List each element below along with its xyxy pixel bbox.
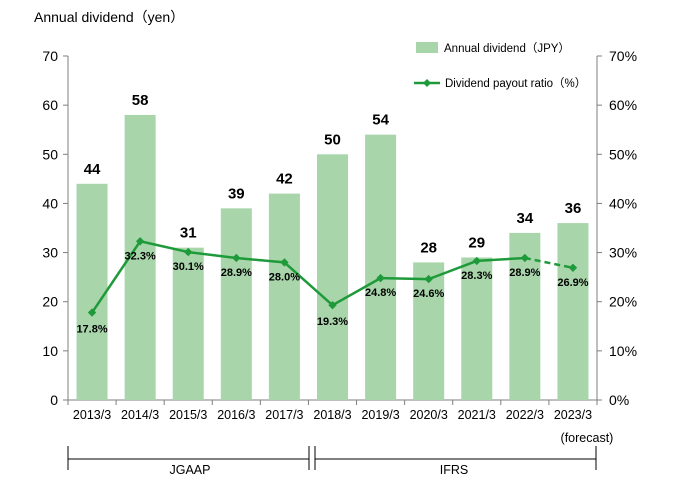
payout-point <box>280 258 289 267</box>
bar <box>268 193 300 400</box>
left-tick-label: 60 <box>42 97 58 113</box>
payout-value-label: 32.3% <box>125 250 156 262</box>
right-tick-label: 60% <box>609 97 637 113</box>
accounting-standards: JGAAP IFRS <box>67 446 597 477</box>
left-tick-label: 40 <box>42 195 58 211</box>
payout-point <box>472 256 481 266</box>
x-tick-label: 2015/3 <box>169 408 207 422</box>
payout-point <box>424 274 433 284</box>
payout-value-label: 28.0% <box>269 271 300 283</box>
payout-line-segment <box>188 250 237 260</box>
left-tick-label: 0 <box>50 392 58 408</box>
payout-point <box>376 273 385 283</box>
bar-value-label: 58 <box>132 92 149 109</box>
payout-line <box>87 237 578 317</box>
bar-value-label: 42 <box>276 171 293 188</box>
bar-value-label: 34 <box>517 210 534 227</box>
payout-value-label: 26.9% <box>557 277 588 289</box>
bar <box>76 183 108 400</box>
payout-line-segment <box>476 256 525 263</box>
bar-value-label: 31 <box>180 225 197 242</box>
payout-line-segment <box>428 259 478 281</box>
right-tick-label: 40% <box>609 195 637 211</box>
payout-line-segment <box>236 256 285 264</box>
right-tick-label: 70% <box>609 48 637 64</box>
payout-labels: 17.8% 32.3% 30.1% 28.9% 28.0% 19.3% 24.8% 24.6%… <box>76 250 588 335</box>
ifrs-label: IFRS <box>440 463 468 477</box>
bar-value-label: 50 <box>324 131 341 148</box>
x-tick-label: 2021/3 <box>458 408 496 422</box>
payout-value-label: 24.8% <box>365 287 396 299</box>
x-tick-label: 2013/3 <box>73 408 111 422</box>
x-tick-label: 2016/3 <box>217 408 255 422</box>
x-tick-label: 2017/3 <box>265 408 303 422</box>
x-tick-label: 2023/3 <box>554 408 592 422</box>
bar-value-label: 39 <box>228 185 245 202</box>
payout-line-segment <box>331 277 382 307</box>
x-tick-label: 2022/3 <box>506 408 544 422</box>
x-tick-labels: 2013/3 2014/3 2015/3 2016/3 2017/3 2018/3 2019… <box>73 408 613 445</box>
bar <box>220 208 252 400</box>
payout-value-label: 17.8% <box>76 324 107 336</box>
bar <box>413 262 445 400</box>
payout-value-label: 28.9% <box>509 267 540 279</box>
payout-point <box>232 253 241 263</box>
payout-point <box>87 308 97 317</box>
bar <box>317 154 348 400</box>
x-tick-label: 2020/3 <box>410 408 448 422</box>
right-tick-label: 0% <box>609 392 629 408</box>
left-tick-label: 70 <box>42 48 58 64</box>
right-tick-label: 20% <box>609 294 637 310</box>
payout-value-label: 24.6% <box>413 288 444 300</box>
left-tick-label: 30 <box>42 245 58 261</box>
payout-point <box>328 300 337 310</box>
bar <box>461 257 493 400</box>
left-tick-label: 20 <box>42 294 58 310</box>
jgaap-label: JGAAP <box>170 463 211 477</box>
forecast-label: (forecast) <box>561 431 614 445</box>
payout-line-segment <box>283 261 334 307</box>
bar-value-label: 54 <box>372 112 389 129</box>
payout-line-segment <box>91 240 142 314</box>
bar-value-label: 36 <box>565 200 582 217</box>
bar <box>172 247 204 400</box>
right-tick-label: 10% <box>609 343 637 359</box>
payout-line-segment-forecast <box>524 256 574 270</box>
right-tick-label: 50% <box>609 146 637 162</box>
x-tick-label: 2019/3 <box>361 408 399 422</box>
legend-line-label: Dividend payout ratio（%） <box>445 77 586 90</box>
legend-bar-label: Annual dividend（JPY） <box>444 42 570 55</box>
left-tick-label: 10 <box>42 343 58 359</box>
payout-value-label: 30.1% <box>173 261 204 273</box>
payout-value-label: 28.9% <box>221 267 252 279</box>
payout-point <box>184 247 193 257</box>
x-tick-label: 2018/3 <box>313 408 351 422</box>
legend-line-marker <box>423 79 431 87</box>
axes: 0 10 20 30 40 50 60 70 0% 10% 20% 30% 40% 50% 60% 70% <box>42 48 637 408</box>
bar-value-label: 44 <box>84 161 101 178</box>
y-axis-title: Annual dividend（yen） <box>34 9 184 25</box>
payout-point <box>520 253 530 263</box>
bar <box>557 223 589 400</box>
payout-value-label: 28.3% <box>461 270 492 282</box>
x-tick-label: 2014/3 <box>121 408 159 422</box>
payout-line-segment <box>380 276 429 281</box>
bar-value-label: 29 <box>468 234 485 251</box>
bar <box>365 134 397 400</box>
payout-point <box>135 237 145 246</box>
payout-value-label: 19.3% <box>317 316 348 328</box>
bar-value-label: 28 <box>420 239 437 256</box>
left-tick-label: 50 <box>42 146 58 162</box>
legend: Annual dividend（JPY） Dividend payout rati… <box>414 42 586 90</box>
legend-bar-swatch <box>416 42 438 53</box>
right-tick-label: 30% <box>609 245 637 261</box>
payout-point <box>568 263 578 273</box>
bars <box>76 114 589 400</box>
payout-line-segment <box>139 240 189 254</box>
bar-labels: 44 58 31 39 42 50 54 28 29 34 36 <box>84 92 582 256</box>
